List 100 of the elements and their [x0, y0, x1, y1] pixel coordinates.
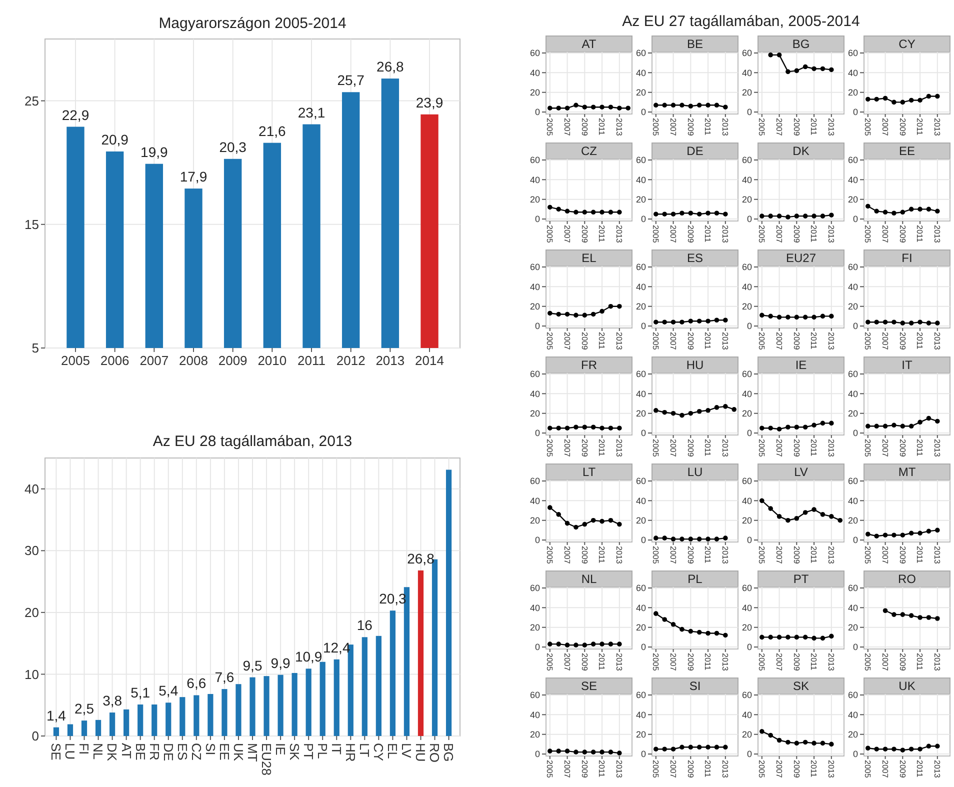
- x-tick-label: 2005: [651, 439, 660, 458]
- point: [706, 408, 710, 413]
- bar: [236, 684, 242, 736]
- data-label: 25,7: [337, 72, 365, 88]
- point: [820, 66, 826, 72]
- x-tick-label: 2005: [863, 546, 872, 564]
- point: [723, 404, 728, 409]
- y-tick-label: 20: [530, 194, 540, 204]
- point: [829, 742, 834, 747]
- y-tick-label: 40: [848, 174, 858, 185]
- x-tick-label: 2005: [545, 118, 554, 136]
- point: [900, 612, 906, 617]
- x-tick-label: 2005: [863, 225, 872, 244]
- y-tick-label: 0: [852, 642, 858, 652]
- point: [662, 617, 667, 622]
- point: [892, 210, 896, 216]
- point: [918, 420, 922, 425]
- x-tick-label: 2005: [545, 653, 554, 672]
- y-tick-label: 20: [742, 194, 752, 204]
- x-tick-label: 2013: [720, 225, 730, 244]
- x-tick-label: 2009: [686, 118, 695, 136]
- point: [900, 210, 906, 215]
- x-tick-label: 2007: [880, 225, 890, 244]
- x-tick-label: 2009: [686, 760, 695, 778]
- point: [882, 608, 888, 614]
- point: [556, 312, 561, 317]
- chart-title: Az EU 28 tagállamában, 2013: [152, 433, 352, 450]
- x-tick-label: 2007: [562, 439, 572, 458]
- y-tick-label: 20: [24, 604, 39, 620]
- x-tick-label: 2011: [597, 332, 606, 350]
- x-tick-label: 2011: [809, 118, 818, 136]
- y-tick-label: 60: [530, 583, 540, 594]
- point: [582, 522, 588, 527]
- point: [768, 506, 773, 511]
- point: [608, 518, 614, 523]
- x-tick-label: 2009: [580, 653, 589, 672]
- x-tick-label: MT: [244, 743, 260, 762]
- y-tick-label: 60: [848, 262, 858, 272]
- x-tick-label: FR: [146, 743, 162, 760]
- x-tick-label: PT: [301, 743, 316, 760]
- x-tick-label: 2007: [562, 546, 572, 564]
- x-tick-label: 2005: [545, 439, 554, 458]
- data-label: 20,9: [101, 131, 129, 148]
- point: [696, 408, 702, 414]
- x-tick-label: 2009: [580, 225, 589, 244]
- y-tick-label: 0: [852, 214, 858, 224]
- y-tick-label: 20: [636, 730, 646, 740]
- y-tick-label: 0: [534, 107, 540, 118]
- x-tick-label: 2005: [863, 653, 872, 672]
- y-tick-label: 60: [848, 690, 858, 700]
- y-tick-label: 0: [746, 214, 752, 224]
- x-tick-label: EL: [385, 743, 400, 759]
- point: [548, 310, 552, 316]
- x-tick-label: 2007: [562, 225, 572, 244]
- bar: [390, 610, 396, 736]
- y-tick-label: 60: [530, 155, 540, 166]
- x-tick-label: 2011: [703, 760, 712, 778]
- y-tick-label: 20: [848, 88, 858, 98]
- chart-title: PT: [793, 572, 810, 586]
- y-tick-label: 0: [852, 107, 858, 118]
- data-label: 9,9: [270, 654, 290, 671]
- y-tick-label: 40: [742, 710, 752, 720]
- x-tick-label: 2011: [915, 332, 924, 350]
- point: [892, 422, 896, 428]
- x-tick-label: 2011: [703, 332, 712, 350]
- x-tick-label: SK: [287, 743, 302, 761]
- x-tick-label: 2011: [597, 653, 606, 671]
- y-tick-label: 60: [530, 48, 540, 58]
- data-label: 26,8: [376, 58, 404, 75]
- x-tick-label: 2007: [668, 332, 678, 350]
- point: [776, 52, 782, 58]
- x-tick-label: 2009: [898, 653, 907, 672]
- y-tick-label: 40: [636, 68, 646, 78]
- x-tick-label: HU: [413, 743, 428, 762]
- x-tick-label: 2013: [614, 546, 624, 564]
- x-tick-label: 2005: [545, 225, 554, 244]
- y-tick-label: 20: [636, 622, 646, 632]
- point: [670, 622, 676, 627]
- y-tick-label: 60: [636, 476, 646, 486]
- point: [918, 98, 922, 103]
- x-tick-label: CZ: [188, 743, 204, 760]
- x-tick-label: 2013: [826, 439, 836, 458]
- x-tick-label: 2009: [686, 546, 695, 564]
- x-tick-label: DK: [104, 743, 120, 762]
- y-tick-label: 25: [24, 93, 39, 108]
- point: [582, 312, 588, 318]
- x-tick-label: 2007: [880, 760, 890, 778]
- x-tick-label: 2013: [376, 353, 405, 368]
- x-tick-label: 2013: [614, 118, 624, 136]
- x-tick-label: 2007: [562, 760, 572, 778]
- x-tick-label: 2007: [880, 332, 890, 350]
- y-tick-label: 0: [32, 728, 39, 744]
- chart-title: MT: [898, 465, 916, 479]
- bar: [292, 672, 298, 736]
- x-tick-label: 2013: [720, 546, 730, 564]
- x-tick-label: 2011: [703, 225, 712, 243]
- x-tick-label: 2013: [932, 546, 942, 564]
- x-tick-label: ES: [174, 743, 190, 761]
- x-tick-label: 2011: [809, 546, 818, 564]
- x-tick-label: 2007: [880, 546, 890, 564]
